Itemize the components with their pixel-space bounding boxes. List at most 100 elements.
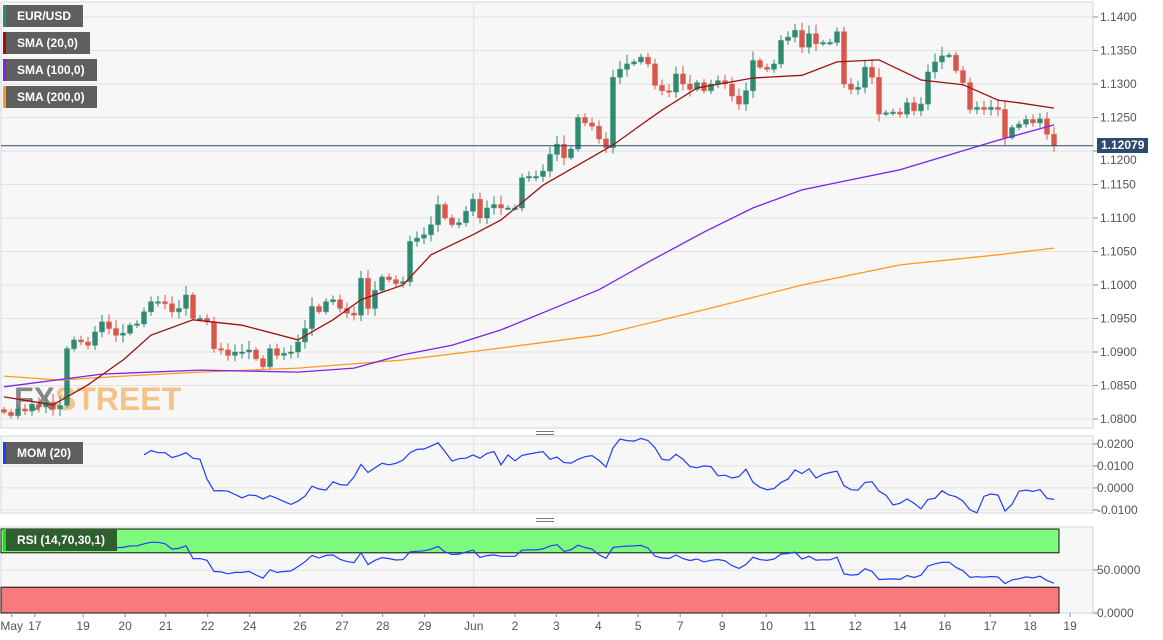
candle-body: [435, 204, 441, 226]
candle: [953, 51, 959, 74]
candle-body: [365, 277, 371, 309]
candle: [638, 53, 644, 65]
candle: [834, 27, 840, 46]
candle-body: [225, 349, 231, 356]
candle: [71, 336, 77, 352]
legend-eurusd[interactable]: EUR/USD: [3, 5, 84, 27]
candle: [134, 320, 140, 328]
candle-body: [533, 175, 539, 179]
date-tick-label: 22: [201, 619, 215, 633]
candle-body: [169, 303, 175, 313]
legend-label: EUR/USD: [17, 9, 72, 23]
candle: [435, 195, 441, 232]
candle-body: [288, 351, 294, 354]
candle-body: [372, 289, 378, 309]
date-tick-label: 29: [418, 619, 432, 633]
candle-body: [211, 321, 217, 350]
candle: [386, 273, 392, 283]
price-panel: [0, 1, 1094, 429]
candle-body: [554, 143, 560, 155]
candle-body: [92, 331, 98, 346]
legend-color-swatch: [3, 86, 6, 108]
candle-body: [120, 332, 126, 336]
candle: [645, 52, 651, 68]
rsi-oversold-band: [0, 586, 1060, 614]
candle-body: [841, 31, 847, 85]
candle: [540, 164, 546, 182]
candle: [1023, 115, 1029, 128]
candle: [981, 100, 987, 115]
candle-body: [519, 177, 525, 209]
candle: [232, 344, 238, 362]
candle: [652, 58, 658, 90]
candle: [358, 270, 364, 322]
candle: [862, 59, 868, 94]
candle-body: [834, 31, 840, 43]
candle-body: [981, 106, 987, 110]
price-tick-label: 1.1300: [1100, 77, 1137, 91]
legend-label: SMA (200,0): [17, 90, 85, 104]
date-tick-label: 19: [1063, 619, 1077, 633]
candle: [876, 68, 882, 122]
candle-body: [386, 276, 392, 281]
candle-body: [29, 403, 35, 412]
candle-body: [960, 70, 966, 84]
candle-body: [589, 122, 595, 127]
candle-body: [323, 301, 329, 313]
candle-body: [113, 328, 119, 336]
candle-body: [379, 276, 385, 291]
candle: [1030, 114, 1036, 127]
candle: [176, 300, 182, 319]
candle: [764, 63, 770, 73]
candle: [477, 192, 483, 224]
candle-body: [750, 60, 756, 92]
candle: [57, 396, 63, 417]
legend-momentum[interactable]: MOM (20): [3, 442, 83, 464]
candle-body: [813, 33, 819, 45]
candle-body: [547, 153, 553, 172]
candle: [337, 294, 343, 313]
candle-body: [1002, 108, 1008, 139]
candle-body: [932, 61, 938, 73]
date-tick-label: 16: [938, 619, 952, 633]
legend-sma20[interactable]: SMA (20,0): [3, 32, 90, 54]
legend-rsi[interactable]: RSI (14,70,30,1): [3, 529, 118, 551]
price-tick-label: 1.1050: [1100, 245, 1137, 259]
candle-body: [855, 86, 861, 90]
legend-sma200[interactable]: SMA (200,0): [3, 86, 97, 108]
candle: [484, 200, 490, 225]
fxstreet-watermark: FXSTREET: [14, 381, 182, 417]
candle-body: [624, 63, 630, 70]
candle-body: [946, 54, 952, 58]
legend-sma100[interactable]: SMA (100,0): [3, 59, 97, 81]
candle-body: [505, 207, 511, 210]
candle-body: [421, 234, 427, 239]
candle: [449, 214, 455, 228]
candle: [491, 196, 497, 215]
momentum-tick-label: 0.0100: [1097, 459, 1134, 473]
legend-label: SMA (20,0): [17, 36, 78, 50]
candle: [736, 88, 742, 111]
candle-body: [295, 341, 301, 353]
candle: [911, 96, 917, 116]
candle-body: [974, 106, 980, 110]
candle: [323, 298, 329, 315]
watermark-fx: FX: [14, 381, 56, 417]
candle: [869, 58, 875, 84]
candle-body: [645, 56, 651, 65]
candle: [778, 35, 784, 68]
candle-body: [666, 90, 672, 93]
candle-body: [708, 83, 714, 92]
candle: [554, 135, 560, 161]
candle: [295, 334, 301, 359]
candle-body: [869, 66, 875, 78]
candle-body: [561, 143, 567, 159]
candle-body: [281, 352, 287, 356]
legend-label: RSI (14,70,30,1): [17, 533, 106, 547]
candle-body: [1037, 118, 1043, 124]
candle: [316, 303, 322, 314]
candle: [792, 23, 798, 43]
candle-body: [603, 138, 609, 149]
candle: [1037, 112, 1043, 128]
